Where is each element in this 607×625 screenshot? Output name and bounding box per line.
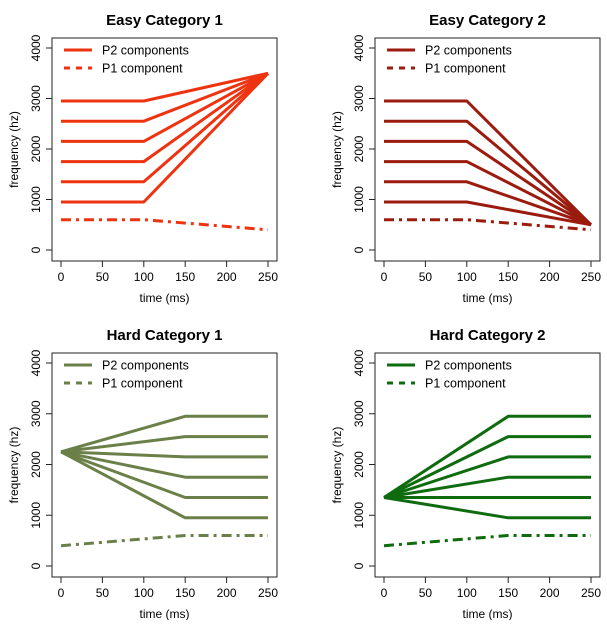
x-tick-label: 0: [381, 270, 388, 284]
x-tick-label: 100: [457, 270, 477, 284]
x-tick-label: 50: [419, 586, 433, 600]
y-tick-label: 4000: [29, 349, 43, 376]
chart-title: Hard Category 1: [107, 327, 223, 344]
p2-component-line-3: [383, 475, 591, 499]
x-tick-label: 150: [498, 586, 518, 600]
p2-component-line-5: [60, 435, 268, 454]
y-tick-label: 3000: [352, 85, 366, 112]
y-tick-label: 2000: [352, 451, 366, 478]
x-tick-label: 100: [457, 586, 477, 600]
p2-component-line-4: [383, 455, 591, 499]
y-tick-label: 4000: [352, 349, 366, 376]
y-tick-label: 0: [352, 562, 366, 569]
x-tick-label: 100: [134, 270, 154, 284]
p1-component-line: [60, 534, 268, 548]
p2-component-line-5: [61, 71, 269, 123]
x-tick-label: 0: [58, 270, 65, 284]
y-tick-label: 4000: [29, 34, 43, 61]
p2-component-line-3: [60, 450, 268, 479]
p2-component-line-6: [384, 99, 593, 226]
p2-component-line-2: [384, 180, 592, 227]
p2-component-line-4: [384, 139, 592, 227]
legend-label-p1: P1 component: [425, 62, 506, 76]
x-tick-label: 150: [498, 270, 518, 284]
x-tick-label: 0: [381, 586, 388, 600]
y-tick-label: 1000: [352, 502, 366, 529]
x-tick-label: 250: [258, 586, 278, 600]
y-axis-label: frequency (hz): [7, 111, 21, 188]
p2-component-line-3: [61, 72, 269, 164]
legend-label-p1: P1 component: [102, 377, 183, 391]
p1-component-line: [61, 218, 269, 232]
p2-component-line-6: [383, 414, 591, 499]
x-tick-label: 50: [419, 270, 433, 284]
p2-component-line-6: [60, 414, 268, 454]
y-tick-label: 1000: [352, 186, 366, 213]
y-tick-label: 0: [29, 246, 43, 253]
legend-label-p2: P2 components: [425, 44, 512, 58]
p2-component-line-1: [384, 200, 592, 227]
chart-panel-3: Hard Category 1 0 50 100 150 200 250 time (ms) 0…: [7, 327, 278, 621]
y-tick-label: 2000: [29, 451, 43, 478]
y-tick-label: 1000: [29, 502, 43, 529]
legend-label-p2: P2 components: [102, 44, 189, 58]
x-tick-label: 50: [96, 586, 110, 600]
p2-component-line-4: [60, 450, 268, 459]
y-tick-label: 2000: [352, 135, 366, 162]
x-tick-label: 200: [217, 270, 237, 284]
x-tick-label: 150: [175, 586, 195, 600]
chart-title: Easy Category 2: [429, 12, 546, 29]
y-tick-label: 4000: [352, 34, 366, 61]
y-tick-label: 3000: [29, 85, 43, 112]
y-axis-label: frequency (hz): [330, 427, 344, 504]
chart-title: Hard Category 2: [430, 327, 546, 344]
x-axis-label: time (ms): [140, 607, 190, 620]
p2-component-line-4: [61, 71, 269, 143]
x-tick-label: 250: [581, 270, 601, 284]
chart-panel-2: Easy Category 2 0 50 100 150 200 250 time (ms) 0…: [330, 12, 601, 305]
p2-component-line-3: [384, 160, 592, 227]
x-axis-label: time (ms): [140, 291, 190, 305]
x-tick-label: 200: [540, 270, 560, 284]
y-tick-label: 1000: [29, 186, 43, 213]
x-tick-label: 50: [96, 270, 110, 284]
x-tick-label: 200: [217, 586, 237, 600]
x-tick-label: 250: [581, 586, 601, 600]
y-axis-label: frequency (hz): [7, 427, 21, 504]
p2-component-line-2: [60, 450, 268, 499]
x-axis-label: time (ms): [463, 291, 513, 305]
p2-component-line-6: [61, 71, 269, 103]
chart-panel-1: Easy Category 1 0 50 100 150 200 250 time (ms) 0…: [7, 12, 278, 305]
p2-component-line-1: [61, 72, 270, 204]
y-tick-label: 3000: [352, 400, 366, 427]
x-tick-label: 0: [58, 586, 65, 600]
y-axis-label: frequency (hz): [330, 111, 344, 188]
p2-component-line-1: [60, 450, 268, 520]
p1-component-line: [383, 534, 591, 548]
chart-panel-4: Hard Category 2 0 50 100 150 200 250 time (ms) 0…: [330, 327, 601, 621]
x-tick-label: 100: [134, 586, 154, 600]
p2-component-line-5: [384, 119, 592, 226]
legend-label-p2: P2 components: [102, 359, 189, 373]
x-tick-label: 250: [258, 270, 278, 284]
y-tick-label: 0: [352, 246, 366, 253]
legend-label-p1: P1 component: [425, 377, 506, 391]
p2-component-line-2: [61, 72, 269, 184]
legend-label-p2: P2 components: [425, 359, 512, 373]
p2-component-line-5: [383, 435, 591, 499]
x-axis-label: time (ms): [463, 607, 513, 620]
y-tick-label: 3000: [29, 400, 43, 427]
y-tick-label: 2000: [29, 135, 43, 162]
p1-component-line: [384, 218, 592, 232]
x-tick-label: 150: [175, 270, 195, 284]
p2-component-line-1: [383, 496, 591, 520]
chart-title: Easy Category 1: [106, 12, 223, 29]
y-tick-label: 0: [29, 562, 43, 569]
x-tick-label: 200: [540, 586, 560, 600]
legend-label-p1: P1 component: [102, 62, 183, 76]
